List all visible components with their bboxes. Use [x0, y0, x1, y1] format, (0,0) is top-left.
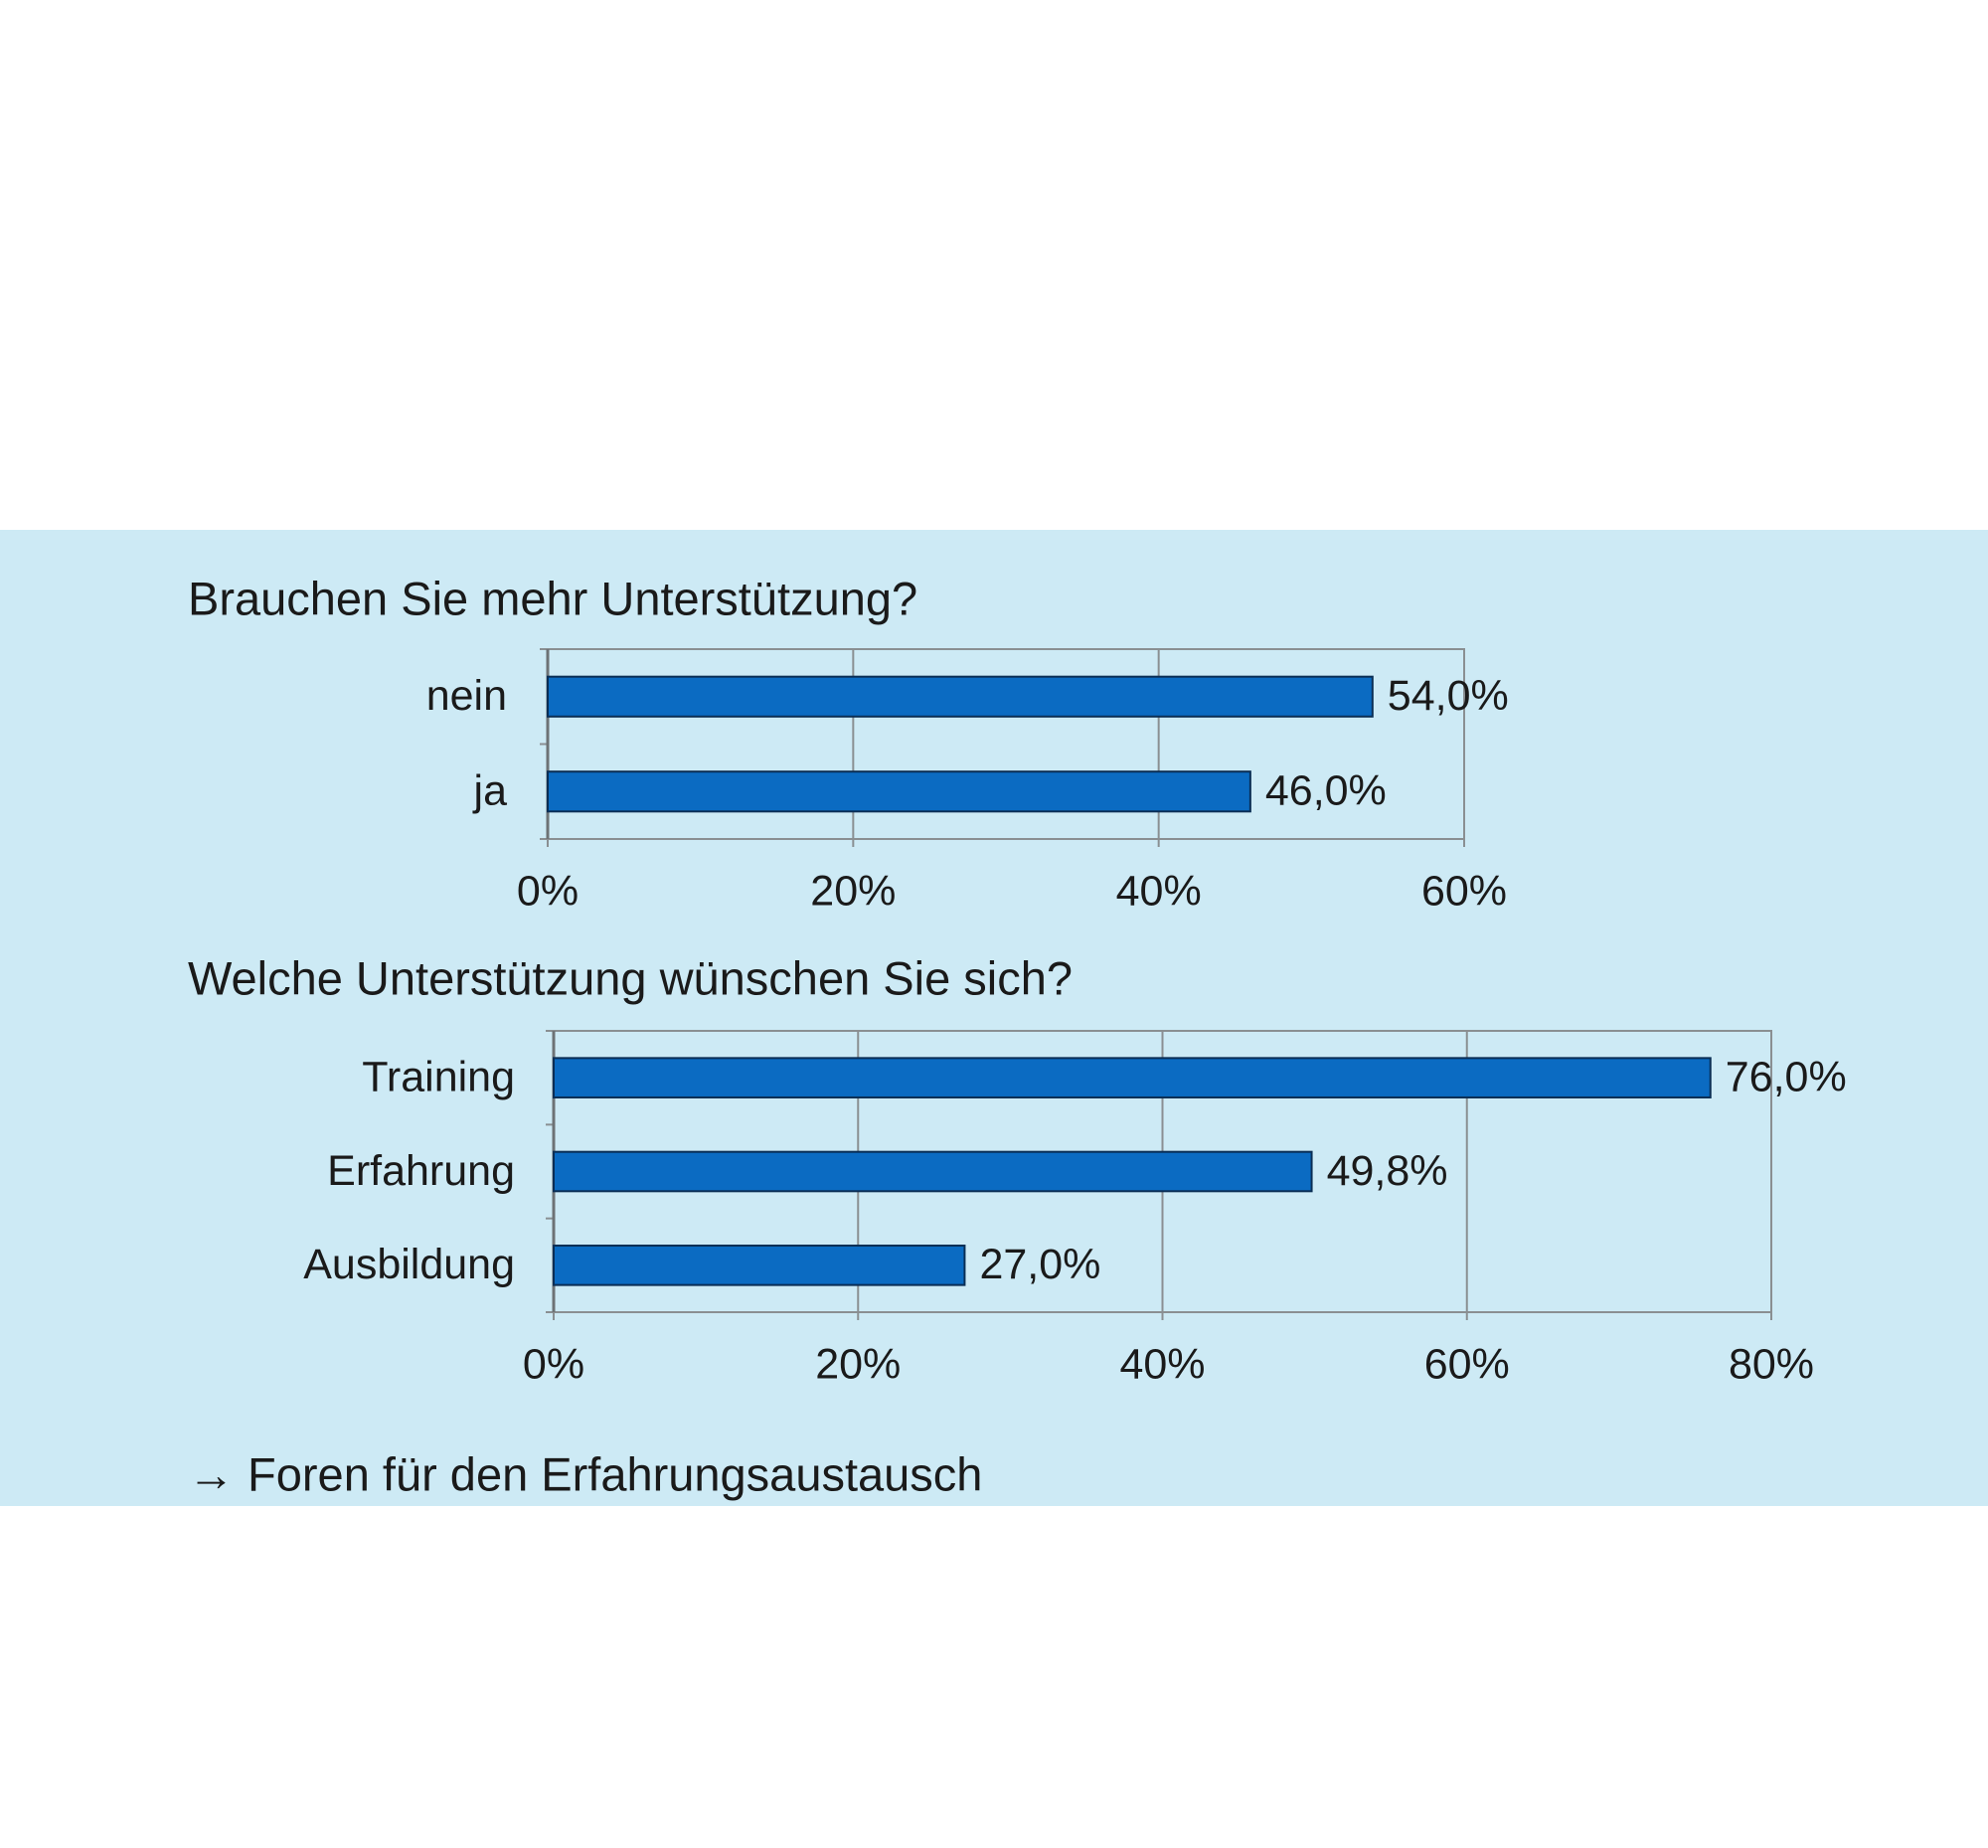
y-tick-label: ja: [472, 767, 508, 815]
x-tick-label: 60%: [1421, 867, 1507, 915]
bar: [547, 675, 1374, 718]
bar: [553, 1245, 966, 1286]
data-label: 46,0%: [1265, 767, 1387, 815]
data-label: 76,0%: [1726, 1054, 1847, 1101]
x-tick-label: 0%: [517, 867, 579, 915]
data-label: 49,8%: [1327, 1147, 1448, 1195]
y-tick-label: nein: [426, 672, 507, 720]
data-label: 54,0%: [1388, 672, 1509, 720]
chart-title: Brauchen Sie mehr Unterstützung?: [188, 572, 917, 624]
x-tick-label: 40%: [1116, 867, 1202, 915]
chart-title: Welche Unterstützung wünschen Sie sich?: [188, 951, 1073, 1004]
footer-note: → Foren für den Erfahrungsaustausch: [188, 1447, 982, 1500]
x-tick-label: 40%: [1119, 1340, 1205, 1388]
bar: [547, 770, 1251, 813]
data-label: 27,0%: [979, 1241, 1100, 1288]
y-tick-label: Ausbildung: [303, 1241, 515, 1288]
bar: [553, 1057, 1712, 1098]
y-tick-label: Training: [362, 1054, 515, 1101]
x-tick-label: 20%: [810, 867, 896, 915]
x-tick-label: 80%: [1729, 1340, 1814, 1388]
x-tick-label: 0%: [523, 1340, 584, 1388]
x-tick-label: 60%: [1424, 1340, 1510, 1388]
bar: [553, 1150, 1313, 1193]
x-tick-label: 20%: [815, 1340, 901, 1388]
y-tick-label: Erfahrung: [327, 1147, 515, 1195]
